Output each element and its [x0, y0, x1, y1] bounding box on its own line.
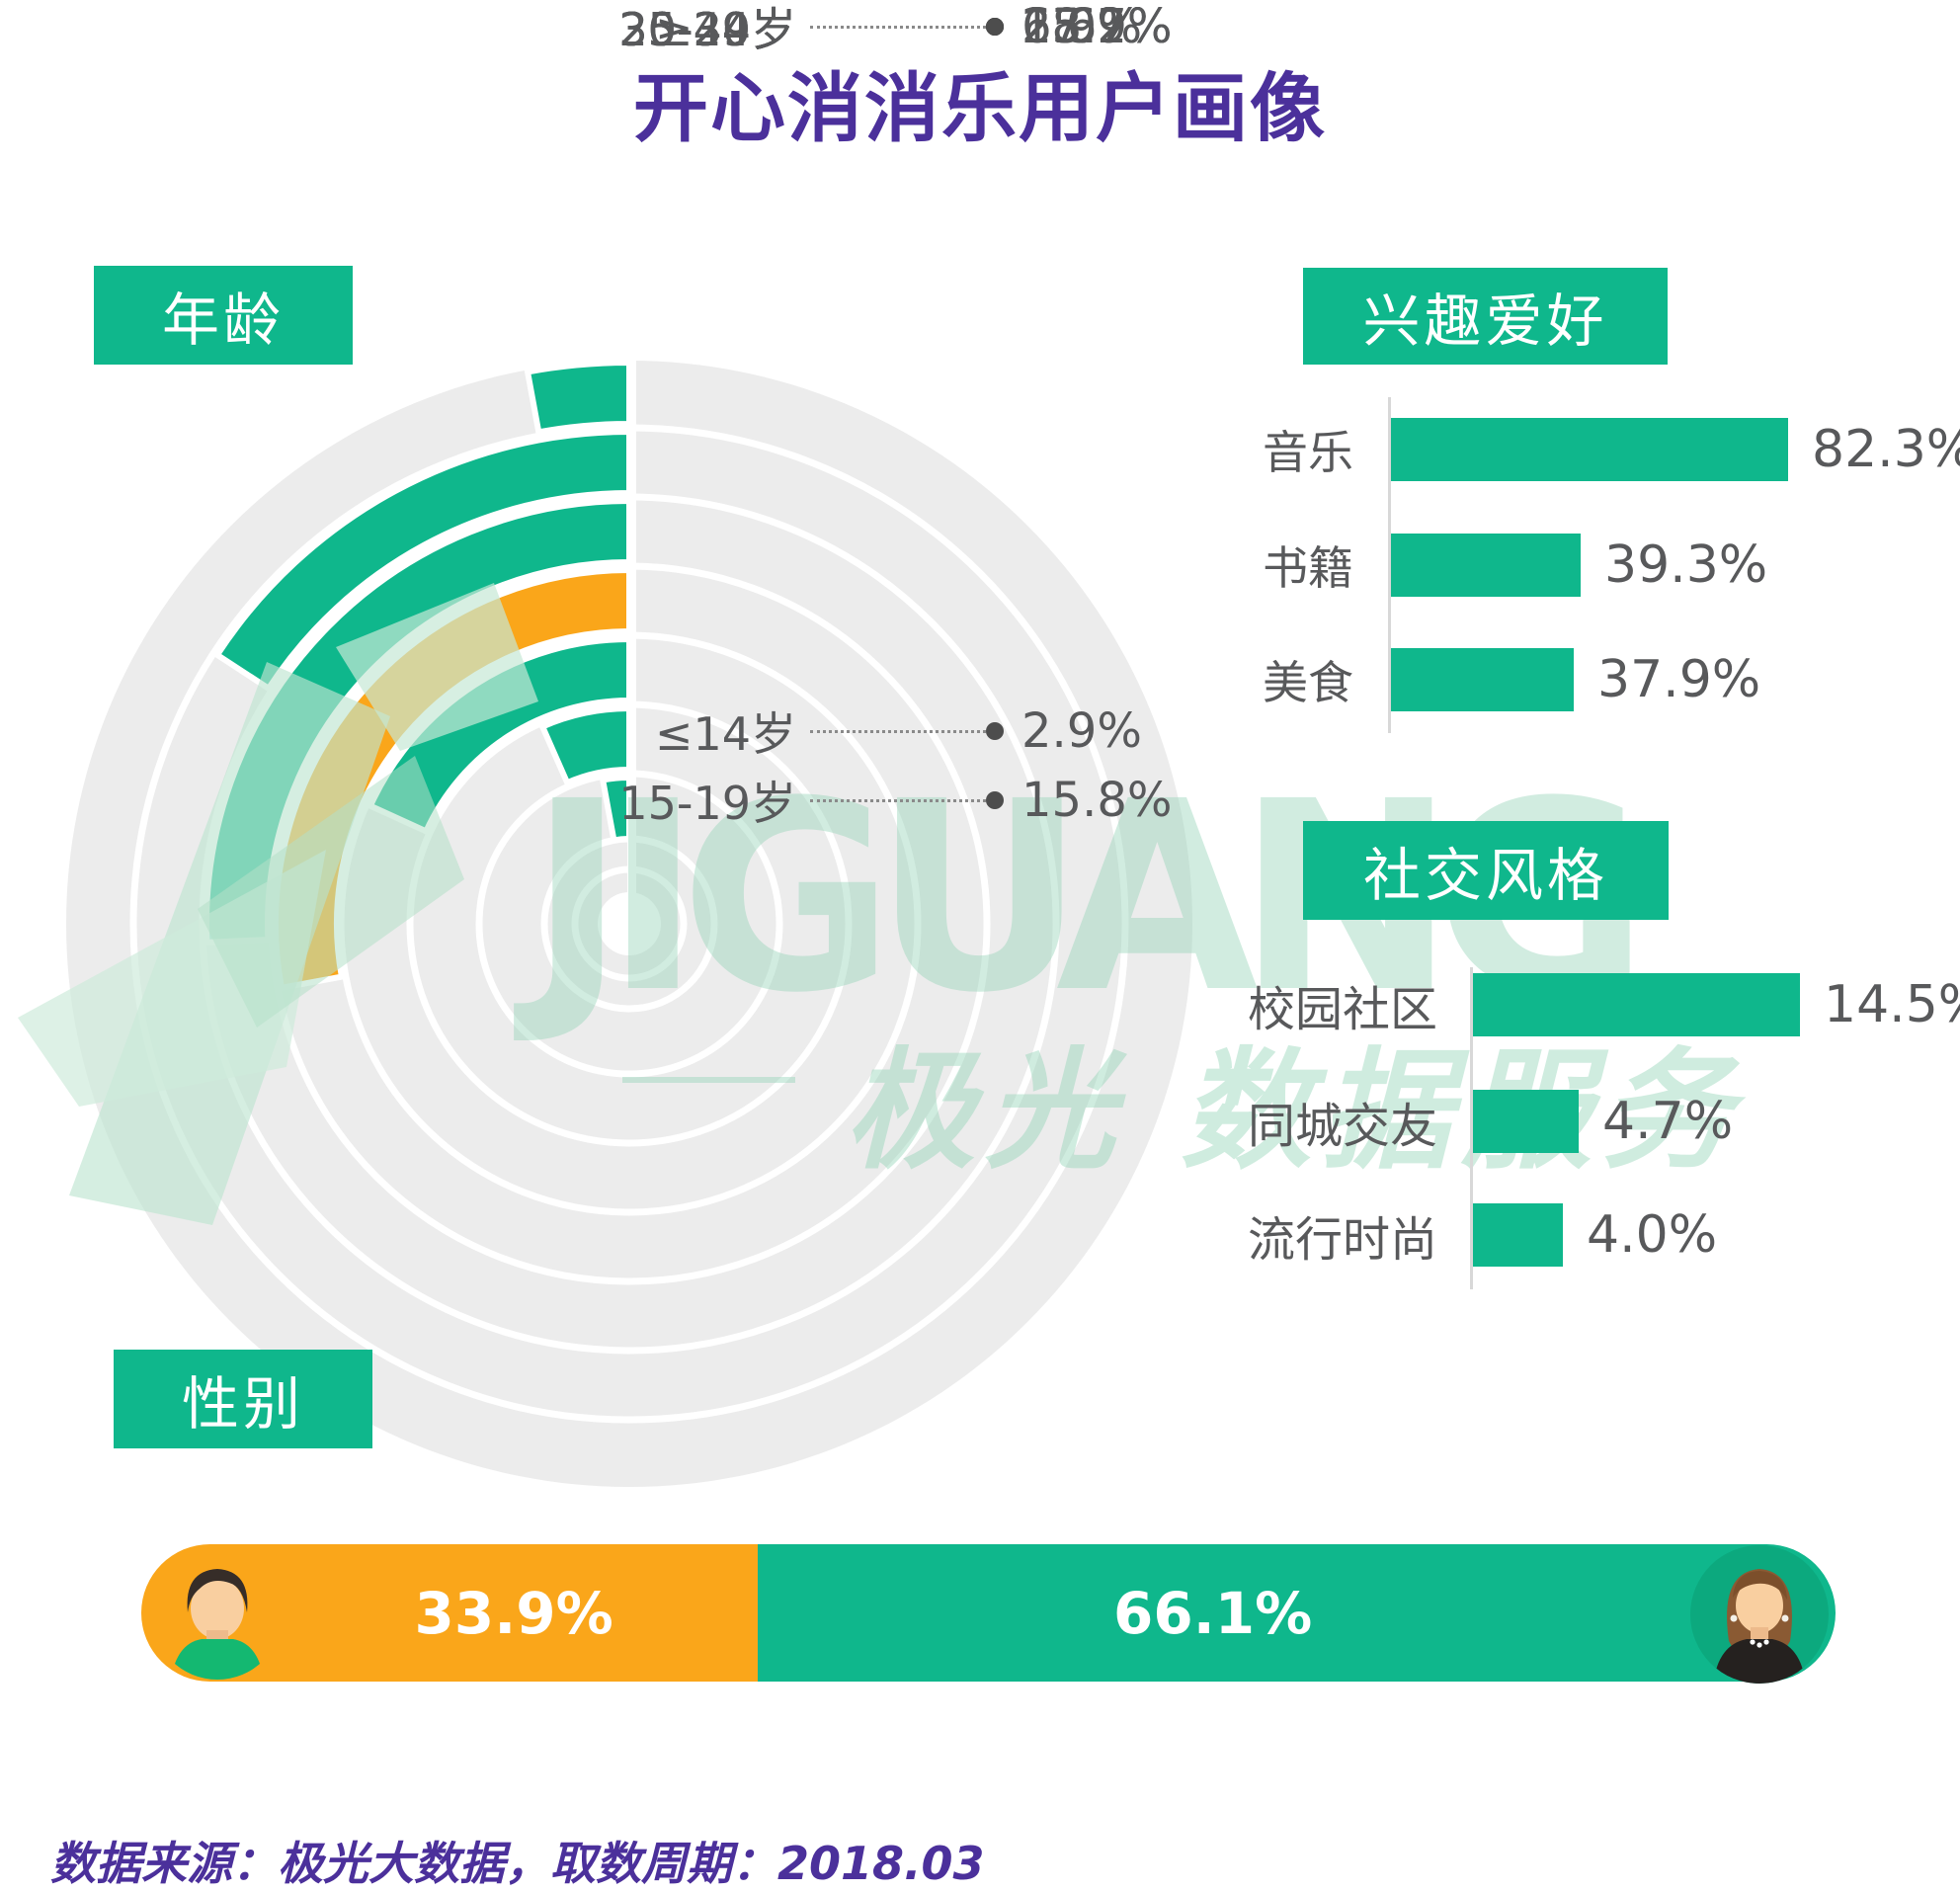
data-source-note: 数据来源：极光大数据，取数周期：2018.03 [50, 1837, 985, 1890]
female-face [1736, 1578, 1783, 1633]
leader-dot-icon [986, 18, 1004, 36]
leader-line [810, 798, 986, 802]
leader-dot-icon [986, 791, 1004, 809]
interest-bar [1391, 418, 1788, 481]
social-section-label: 社交风格 [1303, 821, 1669, 920]
female-neck [1751, 1627, 1768, 1642]
social-section-label-text: 社交风格 [1362, 842, 1608, 909]
gender-male-value: 33.9% [414, 1579, 613, 1647]
social-bar-value: 4.0% [1587, 1205, 1718, 1265]
age-section-label: 年龄 [94, 266, 353, 365]
age-row-value: 18.2% [1021, 0, 1173, 54]
pearl [1750, 1639, 1756, 1645]
female-top [1713, 1639, 1806, 1684]
social-bar [1473, 1090, 1579, 1153]
interest-bar-row: 书籍 39.3% [1215, 534, 1767, 597]
male-avatar [170, 1569, 265, 1680]
age-row-value: 2.9% [1021, 703, 1142, 759]
interest-bar [1391, 534, 1581, 597]
social-bar-label: 同城交友 [1247, 1099, 1437, 1154]
age-row-label: 25-29岁 [618, 3, 796, 56]
age-row-value: 6.6% [1021, 0, 1142, 54]
female-earring-left [1730, 1614, 1738, 1622]
social-bar-value: 14.5% [1824, 975, 1960, 1034]
social-bar-row: 同城交友 4.7% [1215, 1090, 1734, 1154]
social-bar-value: 4.7% [1602, 1092, 1734, 1151]
interest-bar [1391, 648, 1574, 711]
interest-bar-label: 美食 [1263, 656, 1353, 709]
gender-section-label-text: 性别 [181, 1370, 304, 1438]
gender-section-label: 性别 [114, 1350, 372, 1448]
interest-bar-label: 音乐 [1263, 426, 1353, 479]
page-title: 开心消消乐用户画像 [633, 64, 1327, 152]
age-row: 15-19岁 15.8% [514, 773, 1173, 830]
age-row-label: ≤14岁 [654, 707, 796, 761]
male-face [191, 1578, 244, 1639]
leader-line [810, 25, 986, 29]
age-section-label-text: 年龄 [161, 287, 285, 354]
leader-line [810, 729, 986, 733]
interests-section-label-text: 兴趣爱好 [1362, 288, 1608, 355]
social-bar [1473, 1203, 1563, 1267]
pearl [1763, 1639, 1769, 1645]
age-row-value: 27.9% [1021, 0, 1173, 54]
interests-section-label: 兴趣爱好 [1303, 268, 1668, 365]
female-avatar [1690, 1545, 1829, 1684]
social-bar-label: 流行时尚 [1247, 1212, 1437, 1268]
male-hair [187, 1569, 248, 1612]
age-row-label: 30-34岁 [618, 3, 796, 56]
age-row-value: 15.8% [1021, 773, 1173, 828]
gender-female-value: 66.1% [1113, 1579, 1313, 1647]
age-row: ≤14岁 2.9% [514, 703, 1142, 761]
age-row-label: 15-19岁 [618, 777, 796, 830]
age-row-value: 2.9% [1021, 0, 1142, 54]
interest-bar-row: 美食 37.9% [1215, 648, 1760, 711]
age-row-value: 25.7% [1021, 0, 1173, 54]
interest-bar-label: 书籍 [1263, 541, 1353, 595]
interest-bar-row: 音乐 82.3% [1215, 418, 1960, 481]
social-axis [1470, 967, 1473, 1289]
gender-female-segment: 66.1% [758, 1544, 1836, 1682]
leader-dot-icon [986, 722, 1004, 740]
age-row-label: 20-24岁 [618, 3, 796, 56]
social-bar [1473, 973, 1800, 1036]
interests-axis [1388, 397, 1391, 733]
female-fringe [1733, 1571, 1787, 1600]
social-bar-row: 流行时尚 4.0% [1215, 1203, 1718, 1268]
social-bar-row: 校园社区 14.5% [1215, 973, 1960, 1037]
interest-bar-value: 82.3% [1812, 420, 1960, 479]
age-row-label: ≥40岁 [654, 3, 796, 56]
age-row-label: 35-39岁 [618, 3, 796, 56]
female-earring-right [1781, 1614, 1789, 1622]
age-row: ≥40岁 2.9% [514, 0, 1142, 56]
age-row: 20-24岁 25.7% [514, 0, 1173, 56]
interest-bar-value: 37.9% [1597, 650, 1761, 709]
social-bar-label: 校园社区 [1247, 982, 1437, 1037]
gender-stacked-bar: 33.9% 66.1% [141, 1544, 1836, 1682]
interest-bar-value: 39.3% [1604, 535, 1768, 595]
male-shirt [170, 1639, 265, 1680]
pearl [1756, 1642, 1762, 1648]
